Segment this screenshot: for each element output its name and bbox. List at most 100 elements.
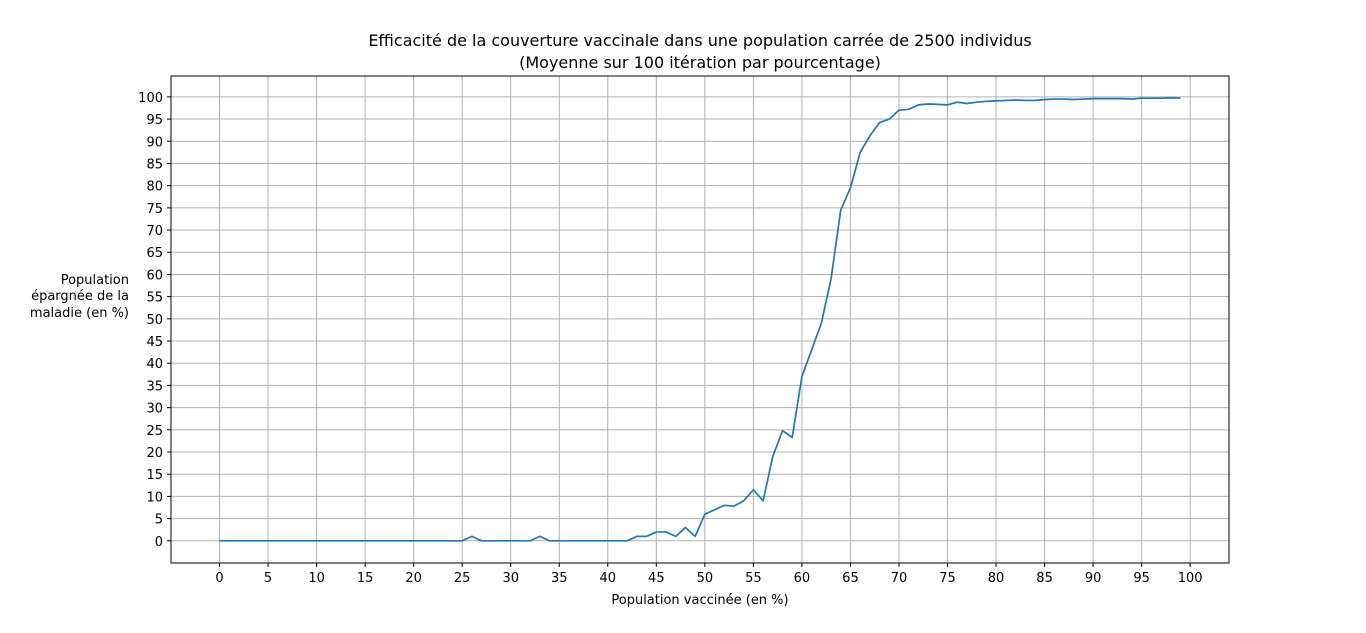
data-point bbox=[365, 540, 366, 541]
data-point bbox=[1073, 99, 1074, 100]
data-point bbox=[617, 540, 618, 541]
data-point bbox=[782, 430, 783, 431]
x-tick-label: 90 bbox=[1085, 571, 1102, 586]
data-point bbox=[297, 540, 298, 541]
data-point bbox=[607, 540, 608, 541]
data-point bbox=[549, 540, 550, 541]
data-point bbox=[471, 536, 472, 537]
data-point bbox=[685, 527, 686, 528]
x-tick-label: 20 bbox=[405, 571, 422, 586]
data-point bbox=[801, 376, 802, 377]
data-point bbox=[500, 540, 501, 541]
x-tick-label: 60 bbox=[794, 571, 811, 586]
data-point bbox=[1054, 98, 1055, 99]
data-point bbox=[762, 500, 763, 501]
plot-area-frame bbox=[170, 75, 1230, 564]
data-point bbox=[636, 536, 637, 537]
data-point bbox=[559, 540, 560, 541]
series-line bbox=[219, 96, 1181, 542]
data-point bbox=[219, 540, 220, 541]
x-tick-label: 75 bbox=[939, 571, 956, 586]
data-point bbox=[733, 506, 734, 507]
data-point bbox=[830, 278, 831, 279]
data-point bbox=[937, 104, 938, 105]
x-tick-label: 25 bbox=[454, 571, 471, 586]
data-point bbox=[743, 500, 744, 501]
y-tick-label: 5 bbox=[155, 513, 163, 528]
data-point bbox=[481, 540, 482, 541]
data-point bbox=[355, 540, 356, 541]
y-axis-label-line: Population bbox=[61, 273, 129, 288]
x-tick-label: 30 bbox=[502, 571, 519, 586]
x-tick-label: 40 bbox=[600, 571, 617, 586]
axis-ticks: 0 5 10 15 20 25 30 35 40 45 50 55 60 65 70 75 80 85 90 95 10… bbox=[138, 91, 1202, 586]
y-tick-label: 15 bbox=[146, 468, 163, 483]
data-point bbox=[394, 540, 395, 541]
data-point bbox=[1063, 98, 1064, 99]
x-tick-label: 15 bbox=[357, 571, 374, 586]
data-point bbox=[1122, 98, 1123, 99]
data-point bbox=[656, 531, 657, 532]
data-point bbox=[1034, 100, 1035, 101]
y-tick-label: 65 bbox=[146, 246, 163, 261]
data-point bbox=[452, 540, 453, 541]
data-point bbox=[646, 536, 647, 537]
y-tick-label: 100 bbox=[138, 91, 163, 106]
data-point bbox=[1083, 98, 1084, 99]
grid-lines bbox=[171, 76, 1229, 563]
y-tick-label: 0 bbox=[155, 535, 163, 550]
data-point bbox=[860, 152, 861, 153]
data-point bbox=[792, 437, 793, 438]
data-point bbox=[821, 323, 822, 324]
data-point bbox=[918, 104, 919, 105]
data-point bbox=[879, 122, 880, 123]
data-point bbox=[238, 540, 239, 541]
data-point bbox=[1005, 100, 1006, 101]
series-layer bbox=[219, 96, 1181, 542]
y-axis-label-line: épargnée de la bbox=[31, 289, 129, 304]
y-tick-label: 50 bbox=[146, 313, 163, 328]
data-point bbox=[1102, 98, 1103, 99]
data-point bbox=[928, 103, 929, 104]
x-tick-label: 95 bbox=[1133, 571, 1150, 586]
x-tick-label: 45 bbox=[648, 571, 665, 586]
data-point bbox=[753, 489, 754, 490]
y-tick-label: 75 bbox=[146, 202, 163, 217]
data-point bbox=[811, 349, 812, 350]
y-tick-label: 10 bbox=[146, 490, 163, 505]
y-tick-label: 70 bbox=[146, 224, 163, 239]
y-tick-label: 90 bbox=[146, 135, 163, 150]
data-point bbox=[229, 540, 230, 541]
data-point bbox=[995, 100, 996, 101]
data-point bbox=[578, 540, 579, 541]
data-point bbox=[1151, 98, 1152, 99]
data-point bbox=[316, 540, 317, 541]
y-tick-label: 55 bbox=[146, 291, 163, 306]
data-point bbox=[889, 118, 890, 119]
data-point bbox=[326, 540, 327, 541]
data-point bbox=[1131, 98, 1132, 99]
data-point bbox=[898, 110, 899, 111]
data-point bbox=[520, 540, 521, 541]
data-point bbox=[1141, 98, 1142, 99]
x-axis-label: Population vaccinée (en %) bbox=[611, 593, 788, 608]
data-point bbox=[510, 540, 511, 541]
x-tick-label: 70 bbox=[891, 571, 908, 586]
x-tick-label: 80 bbox=[988, 571, 1005, 586]
data-point bbox=[588, 540, 589, 541]
y-tick-label: 25 bbox=[146, 424, 163, 439]
data-point bbox=[869, 135, 870, 136]
data-point bbox=[491, 540, 492, 541]
x-tick-label: 85 bbox=[1036, 571, 1053, 586]
chart-title: Efficacité de la couverture vaccinale da… bbox=[368, 31, 1031, 50]
data-point bbox=[966, 103, 967, 104]
data-point bbox=[1160, 98, 1161, 99]
data-point bbox=[462, 540, 463, 541]
data-point bbox=[695, 536, 696, 537]
data-point bbox=[1044, 99, 1045, 100]
y-tick-label: 35 bbox=[146, 379, 163, 394]
y-axis-label: Population épargnée de la maladie (en %) bbox=[30, 273, 129, 321]
data-point bbox=[1093, 98, 1094, 99]
